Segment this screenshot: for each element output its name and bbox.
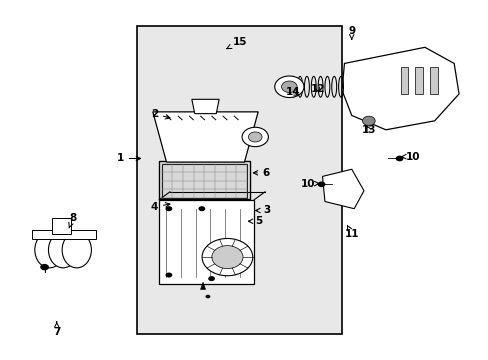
Text: 9: 9 [347,26,355,39]
Polygon shape [200,282,205,289]
Bar [159,200,254,284]
Bar [414,67,422,94]
Circle shape [165,273,172,278]
Bar [137,26,341,334]
Ellipse shape [48,232,78,268]
Circle shape [205,295,210,298]
Bar [158,161,249,199]
Bar [32,230,96,239]
Circle shape [40,264,49,270]
Text: 13: 13 [361,125,375,135]
Bar [161,164,246,198]
Circle shape [274,76,304,98]
Polygon shape [341,47,458,130]
Ellipse shape [35,232,64,268]
Bar [52,218,71,234]
Text: 8: 8 [69,213,76,228]
Circle shape [362,116,374,126]
Text: 4: 4 [150,202,169,212]
Circle shape [281,81,297,93]
Text: 2: 2 [150,109,170,119]
Polygon shape [322,169,363,209]
Text: 6: 6 [253,168,269,178]
Text: 3: 3 [255,206,269,216]
Circle shape [211,246,243,269]
Text: 15: 15 [226,37,246,49]
Circle shape [208,276,215,281]
Circle shape [248,132,262,142]
Bar [429,67,437,94]
Polygon shape [191,99,219,114]
Circle shape [395,156,403,161]
Ellipse shape [62,232,91,268]
Text: 1: 1 [116,153,141,163]
Circle shape [198,206,205,211]
Text: 5: 5 [248,216,262,226]
Text: 14: 14 [285,87,300,97]
Text: 12: 12 [310,84,324,94]
Text: 11: 11 [344,226,358,239]
Polygon shape [153,112,258,162]
Text: 10: 10 [300,179,318,189]
Bar [400,67,407,94]
Circle shape [202,238,252,276]
Text: 10: 10 [401,152,419,162]
Circle shape [317,181,325,187]
Circle shape [165,206,172,211]
Text: 7: 7 [53,322,61,337]
Circle shape [242,127,268,147]
